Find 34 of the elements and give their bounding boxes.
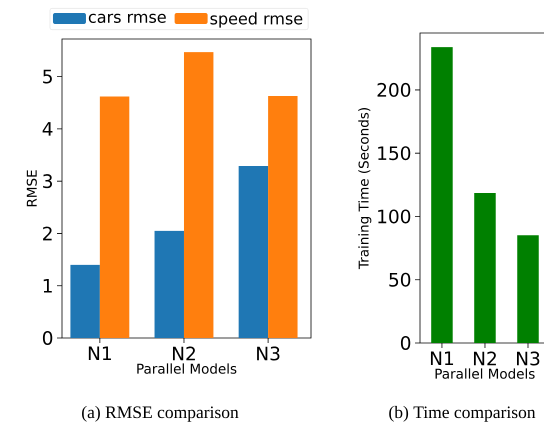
y-tick-label: 0 xyxy=(400,336,410,350)
y-tick-label: 5 xyxy=(43,70,52,84)
x-tick-label: N3 xyxy=(517,352,540,366)
legend-label: speed rmse xyxy=(210,12,302,28)
y-axis-title: Training Time (Seconds) xyxy=(358,108,372,270)
x-tick-label: N1 xyxy=(88,346,111,360)
bar xyxy=(70,264,100,338)
y-tick-label: 100 xyxy=(378,209,410,224)
y-tick-label: 3 xyxy=(43,174,52,188)
y-tick-label: 0 xyxy=(42,331,52,345)
bar xyxy=(474,193,496,343)
legend-label: cars rmse xyxy=(88,14,166,23)
y-tick-label: 1 xyxy=(44,278,52,292)
y-axis-title: RMSE xyxy=(26,170,37,206)
y-tick-label: 200 xyxy=(378,82,410,97)
bar xyxy=(184,52,214,338)
x-axis-title: Parallel Models xyxy=(137,363,236,374)
x-axis-title: Parallel Models xyxy=(436,368,535,379)
x-tick-label: N2 xyxy=(172,346,195,360)
bar xyxy=(431,47,453,343)
bar xyxy=(154,230,184,338)
x-tick-label: N1 xyxy=(430,352,454,366)
bar xyxy=(238,166,268,338)
bar xyxy=(100,96,130,338)
y-tick-label: 50 xyxy=(389,272,410,287)
text: (a) RMSE comparison xyxy=(82,406,238,422)
x-tick-label: N3 xyxy=(257,346,280,361)
x-tick-label: N2 xyxy=(474,352,496,366)
y-tick-label: 4 xyxy=(42,122,52,136)
bar xyxy=(517,235,539,343)
y-tick-label: 2 xyxy=(43,226,52,240)
y-tick-label: 150 xyxy=(378,146,410,160)
text: (b) Time comparison xyxy=(389,406,536,422)
bar xyxy=(268,96,298,338)
